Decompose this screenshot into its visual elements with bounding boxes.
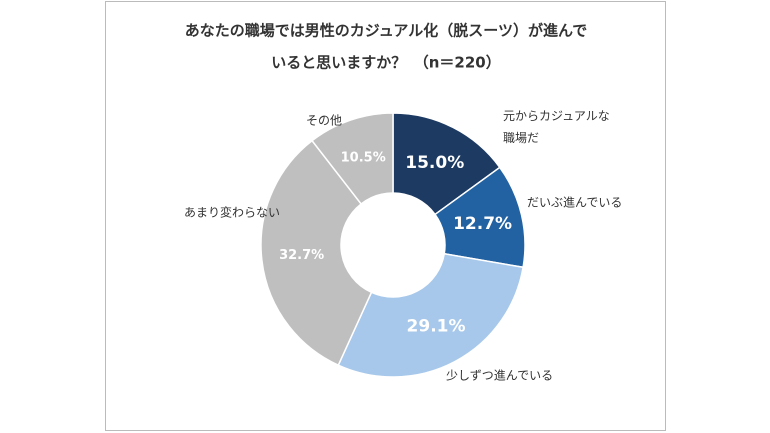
chart-title: いると思いますか？ （n＝220） bbox=[271, 54, 501, 72]
category-label: 元からカジュアルな職場だ bbox=[503, 109, 610, 145]
category-label-line: 元からカジュアルな bbox=[503, 109, 610, 123]
donut-slice bbox=[337, 252, 524, 378]
value-label: 12.7% bbox=[453, 214, 512, 234]
value-label: 15.0% bbox=[405, 153, 464, 173]
chart-title: あなたの職場では男性のカジュアル化（脱スーツ）が進んで bbox=[185, 22, 587, 40]
category-label: その他 bbox=[306, 114, 342, 128]
donut-slice bbox=[260, 139, 373, 367]
category-label: だいぶ進んでいる bbox=[527, 196, 622, 210]
category-label: あまり変わらない bbox=[184, 205, 280, 220]
value-label: 32.7% bbox=[279, 248, 324, 263]
category-label-line: 職場だ bbox=[503, 131, 539, 145]
donut-slice bbox=[434, 166, 526, 269]
donut-slice bbox=[311, 112, 394, 205]
value-label: 29.1% bbox=[407, 316, 466, 336]
category-label: 少しずつ進んでいる bbox=[446, 369, 553, 383]
value-label: 10.5% bbox=[341, 150, 386, 165]
